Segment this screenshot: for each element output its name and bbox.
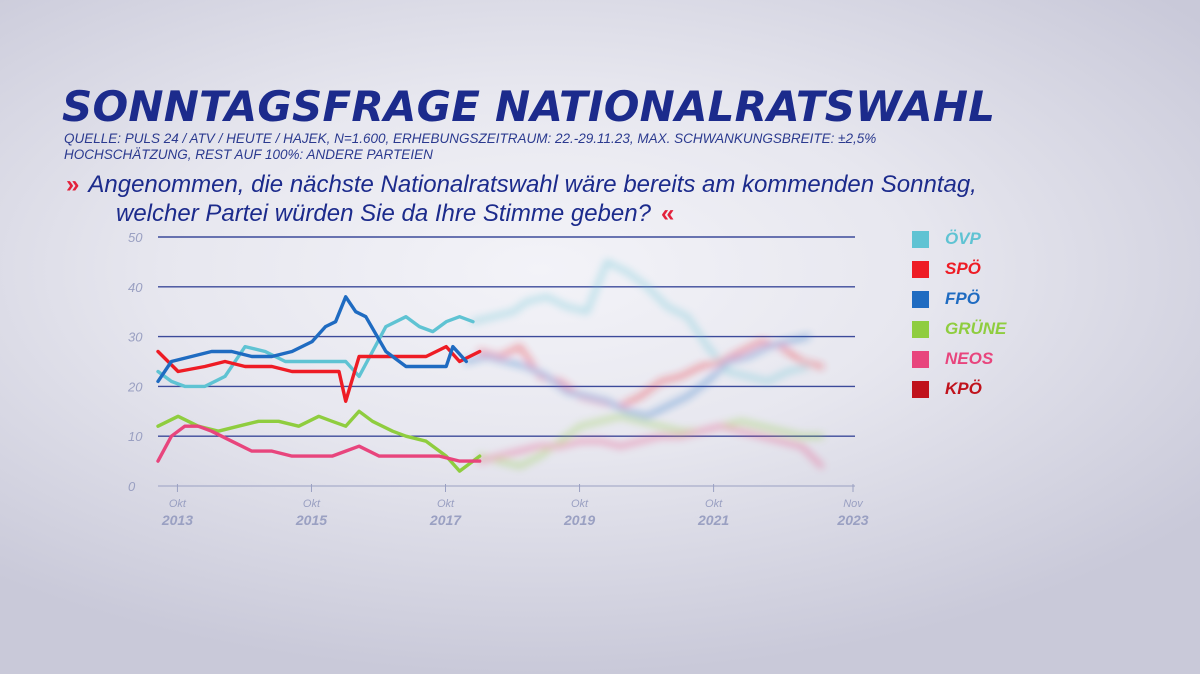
legend-label: KPÖ bbox=[945, 379, 982, 398]
legend-item: NEOS bbox=[912, 344, 1006, 374]
legend-swatch bbox=[912, 260, 929, 278]
source-text: QUELLE: PULS 24 / ATV / HEUTE / HAJEK, N… bbox=[64, 131, 876, 163]
x-tick-year: 2021 bbox=[697, 512, 729, 528]
source-line-2: HOCHSCHÄTZUNG, REST AUF 100%: ANDERE PAR… bbox=[64, 147, 433, 162]
legend-item: SPÖ bbox=[912, 254, 1006, 284]
legend-swatch bbox=[912, 320, 929, 338]
x-tick-month: Okt bbox=[705, 498, 723, 510]
legend-swatch bbox=[912, 290, 929, 308]
question-line-1: » Angenommen, die nächste Nationalratswah… bbox=[66, 170, 977, 199]
series-line-övp-faded bbox=[470, 259, 811, 384]
series-line-neos-faded bbox=[477, 423, 824, 469]
legend-item: GRÜNE bbox=[912, 314, 1006, 344]
y-axis-ticks: 0 10 20 30 40 50 bbox=[127, 230, 143, 494]
legend-item: ÖVP bbox=[912, 224, 1006, 254]
x-tick-month: Okt bbox=[303, 498, 321, 510]
faded-series bbox=[463, 259, 824, 469]
legend-label: FPÖ bbox=[945, 289, 980, 308]
x-tick-month: Okt bbox=[437, 498, 455, 510]
x-tick-year: 2017 bbox=[429, 512, 462, 528]
question-line-1-text: Angenommen, die nächste Nationalratswahl… bbox=[88, 171, 977, 198]
series-line-neos bbox=[156, 424, 482, 463]
y-tick-label: 40 bbox=[128, 280, 143, 295]
series-line-fpö-faded bbox=[463, 334, 811, 419]
legend-label: GRÜNE bbox=[945, 319, 1007, 338]
x-axis-ticks: Okt 2013 Okt 2015 Okt 2017 Okt 2019 Okt 2021 Nov 20… bbox=[161, 484, 869, 528]
series-line-grüne-faded bbox=[477, 413, 824, 469]
legend-label: ÖVP bbox=[945, 229, 981, 248]
x-tick-year: 2013 bbox=[161, 512, 193, 528]
source-line-1: QUELLE: PULS 24 / ATV / HEUTE / HAJEK, N… bbox=[64, 131, 877, 146]
x-tick-year: 2019 bbox=[563, 512, 595, 528]
legend-swatch bbox=[912, 230, 929, 248]
x-tick-month: Okt bbox=[571, 498, 589, 510]
x-tick-year: 2015 bbox=[295, 512, 327, 528]
chart-legend: ÖVP SPÖ FPÖ GRÜNE NEOS KPÖ bbox=[912, 224, 1006, 404]
chart-grid bbox=[158, 236, 855, 487]
x-tick-year: 2023 bbox=[836, 512, 868, 528]
series-line-fpö bbox=[156, 295, 468, 384]
y-tick-label: 30 bbox=[128, 330, 143, 345]
sharp-series bbox=[156, 295, 482, 473]
series-line-spö bbox=[156, 344, 482, 403]
y-tick-label: 20 bbox=[127, 379, 143, 394]
series-line-grüne bbox=[156, 409, 482, 473]
x-tick-month: Nov bbox=[843, 498, 864, 510]
question-line-2: welcher Partei würden Sie da Ihre Stimme… bbox=[66, 199, 977, 228]
x-tick-month: Okt bbox=[169, 498, 187, 510]
series-line-övp bbox=[156, 315, 475, 389]
legend-item: FPÖ bbox=[912, 284, 1006, 314]
legend-label: SPÖ bbox=[945, 259, 981, 278]
page-title: SONNTAGSFRAGE NATIONALRATSWAHL bbox=[62, 82, 996, 131]
y-tick-label: 0 bbox=[128, 479, 136, 494]
legend-item: KPÖ bbox=[912, 374, 1006, 404]
y-tick-label: 10 bbox=[128, 429, 143, 444]
survey-question: » Angenommen, die nächste Nationalratswah… bbox=[66, 170, 977, 228]
question-line-2-text: welcher Partei würden Sie da Ihre Stimme… bbox=[116, 200, 651, 227]
y-tick-label: 50 bbox=[128, 230, 143, 245]
legend-swatch bbox=[912, 380, 929, 398]
legend-label: NEOS bbox=[945, 349, 994, 368]
legend-swatch bbox=[912, 350, 929, 368]
series-line-spö-faded bbox=[477, 339, 824, 409]
